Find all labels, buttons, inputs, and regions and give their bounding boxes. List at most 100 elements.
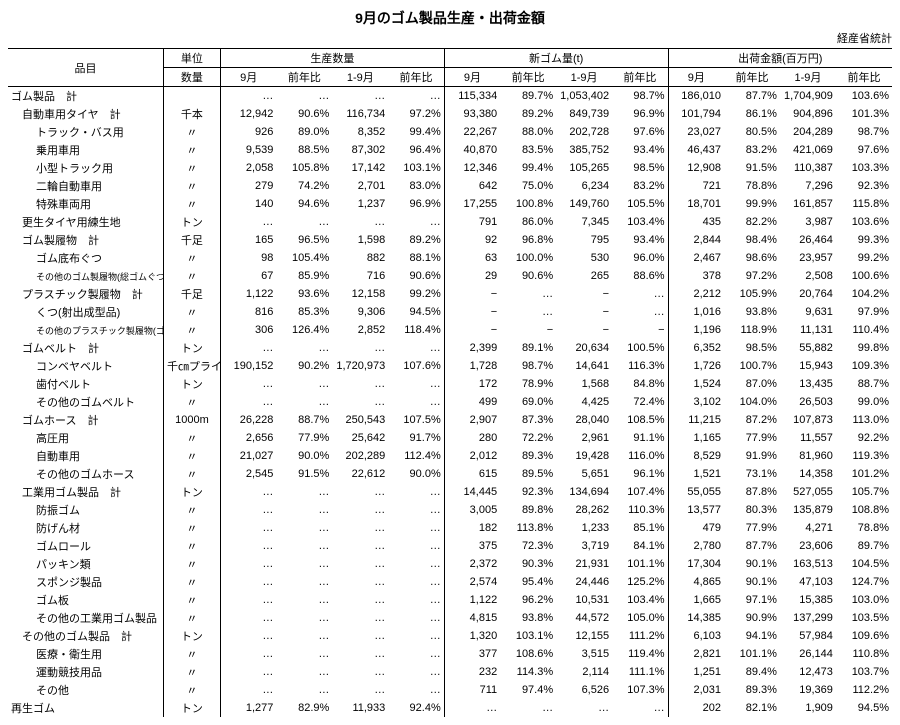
cell: … <box>220 393 276 411</box>
cell: 1,122 <box>444 591 500 609</box>
cell: … <box>276 519 332 537</box>
cell: 再生ゴム <box>8 699 163 717</box>
table-row: コンベヤベルト千㎝プライ190,15290.2%1,720,973107.6%1… <box>8 357 892 375</box>
cell: 2,031 <box>668 681 724 699</box>
cell: … <box>220 339 276 357</box>
cell: 87.7% <box>724 537 780 555</box>
cell: 711 <box>444 681 500 699</box>
cell: 88.6% <box>612 267 668 285</box>
table-row: 更生タイヤ用練生地トン…………79186.0%7,345103.4%43582.… <box>8 213 892 231</box>
cell: 〃 <box>163 159 220 177</box>
cell: トン <box>163 213 220 231</box>
cell: 149,760 <box>556 195 612 213</box>
cell: … <box>332 645 388 663</box>
cell: 72.2% <box>500 429 556 447</box>
cell: 882 <box>332 249 388 267</box>
cell: 116.3% <box>612 357 668 375</box>
cell: 904,896 <box>780 105 836 123</box>
cell: 103.6% <box>836 87 892 106</box>
cell: 2,852 <box>332 321 388 339</box>
cell: 12,908 <box>668 159 724 177</box>
table-header: 品目 単位 生産数量 新ゴム量(t) 出荷金額(百万円) 数量 9月 前年比 1… <box>8 49 892 87</box>
cell: 111.1% <box>612 663 668 681</box>
cell: … <box>332 591 388 609</box>
cell: 〃 <box>163 393 220 411</box>
cell: − <box>444 321 500 339</box>
cell: − <box>556 303 612 321</box>
cell: … <box>276 483 332 501</box>
cell: 615 <box>444 465 500 483</box>
cell: 182 <box>444 519 500 537</box>
cell: 103.4% <box>612 591 668 609</box>
cell: 115.8% <box>836 195 892 213</box>
cell: 12,942 <box>220 105 276 123</box>
table-row: 工業用ゴム製品 計トン…………14,44592.3%134,694107.4%5… <box>8 483 892 501</box>
cell: 90.0% <box>276 447 332 465</box>
cell: 〃 <box>163 663 220 681</box>
cell: 乗用車用 <box>8 141 163 159</box>
cell: 91.5% <box>276 465 332 483</box>
cell <box>163 87 220 106</box>
cell: 25,642 <box>332 429 388 447</box>
cell: 2,545 <box>220 465 276 483</box>
cell: 〃 <box>163 519 220 537</box>
cell: 2,012 <box>444 447 500 465</box>
h-shipvalue: 出荷金額(百万円) <box>668 49 892 68</box>
cell: 100.7% <box>724 357 780 375</box>
cell: … <box>220 681 276 699</box>
cell: 12,155 <box>556 627 612 645</box>
cell: … <box>220 501 276 519</box>
cell: … <box>388 501 444 519</box>
cell: 99.2% <box>388 285 444 303</box>
cell: 9,539 <box>220 141 276 159</box>
cell: 78.8% <box>836 519 892 537</box>
cell: 105.5% <box>612 195 668 213</box>
cell: 〃 <box>163 591 220 609</box>
cell: … <box>276 375 332 393</box>
cell: … <box>388 681 444 699</box>
cell: 137,299 <box>780 609 836 627</box>
cell: … <box>444 699 500 717</box>
cell: その他の工業用ゴム製品 <box>8 609 163 627</box>
cell: 8,529 <box>668 447 724 465</box>
cell: 1,909 <box>780 699 836 717</box>
cell: 77.9% <box>724 429 780 447</box>
cell: … <box>388 375 444 393</box>
cell: 721 <box>668 177 724 195</box>
cell: 千足 <box>163 285 220 303</box>
cell: 421,069 <box>780 141 836 159</box>
cell: … <box>276 537 332 555</box>
cell: … <box>332 609 388 627</box>
cell: 89.5% <box>500 465 556 483</box>
cell: 26,228 <box>220 411 276 429</box>
cell: 109.6% <box>836 627 892 645</box>
table-row: ゴム底布ぐつ〃98105.4%88288.1%63100.0%53096.0%2… <box>8 249 892 267</box>
cell: 112.2% <box>836 681 892 699</box>
cell: 86.0% <box>500 213 556 231</box>
cell: 19,369 <box>780 681 836 699</box>
cell: 21,931 <box>556 555 612 573</box>
cell: 105.0% <box>612 609 668 627</box>
cell: 97.2% <box>388 105 444 123</box>
cell: 〃 <box>163 429 220 447</box>
page-title: 9月のゴム製品生産・出荷金額 <box>8 8 892 28</box>
cell: 103.1% <box>388 159 444 177</box>
table-row: ゴムベルト 計トン…………2,39989.1%20,634100.5%6,352… <box>8 339 892 357</box>
cell: 26,144 <box>780 645 836 663</box>
cell: 103.3% <box>836 159 892 177</box>
cell: … <box>220 519 276 537</box>
cell: 2,780 <box>668 537 724 555</box>
cell: 105.8% <box>276 159 332 177</box>
table-row: 医療・衛生用〃…………377108.6%3,515119.4%2,821101.… <box>8 645 892 663</box>
cell: 7,296 <box>780 177 836 195</box>
cell: 小型トラック用 <box>8 159 163 177</box>
cell: 107.5% <box>388 411 444 429</box>
cell: 87.8% <box>724 483 780 501</box>
cell: 26,503 <box>780 393 836 411</box>
cell: 74.2% <box>276 177 332 195</box>
cell: 926 <box>220 123 276 141</box>
cell: 100.5% <box>612 339 668 357</box>
cell: 112.4% <box>388 447 444 465</box>
h-qty: 数量 <box>163 68 220 87</box>
cell: 22,267 <box>444 123 500 141</box>
